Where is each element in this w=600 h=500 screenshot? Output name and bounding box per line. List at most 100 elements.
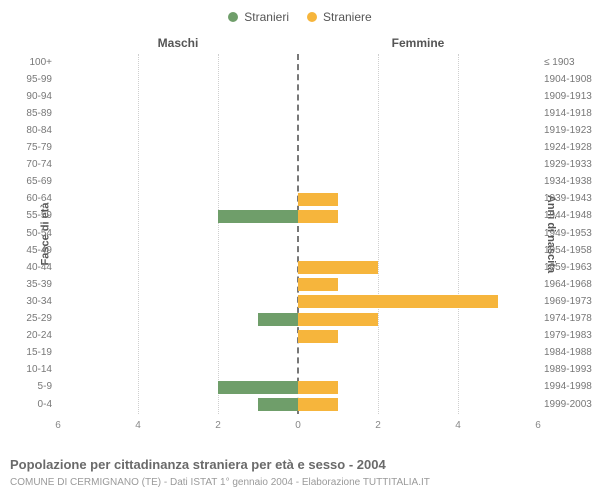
legend-item-female: Straniere <box>307 10 372 24</box>
age-tick: 15-19 <box>26 348 58 358</box>
bar-male <box>258 313 298 326</box>
legend-label: Straniere <box>323 10 372 24</box>
x-tick: 2 <box>215 420 221 431</box>
bar-male <box>218 210 298 223</box>
age-tick: 70-74 <box>26 160 58 170</box>
bar-row <box>298 71 538 88</box>
bar-male <box>258 398 298 411</box>
birth-year-tick: 1909-1913 <box>538 92 592 102</box>
age-tick: 50-54 <box>26 229 58 239</box>
bar-row <box>298 140 538 157</box>
bar-row <box>58 105 298 122</box>
bar-row <box>58 379 298 396</box>
age-tick: 85-89 <box>26 109 58 119</box>
bar-row <box>58 122 298 139</box>
age-tick: 10-14 <box>26 365 58 375</box>
bar-row <box>58 71 298 88</box>
birth-year-tick: 1904-1908 <box>538 75 592 85</box>
bar-row <box>298 362 538 379</box>
birth-year-tick: 1944-1948 <box>538 211 592 221</box>
bar-row <box>298 311 538 328</box>
bar-row <box>58 259 298 276</box>
bar-row <box>298 396 538 413</box>
chart-subtitle: COMUNE DI CERMIGNANO (TE) - Dati ISTAT 1… <box>10 477 430 488</box>
bar-row <box>58 140 298 157</box>
x-tick: 6 <box>55 420 61 431</box>
bar-female <box>298 278 338 291</box>
age-tick: 55-59 <box>26 211 58 221</box>
x-tick: 4 <box>135 420 141 431</box>
bar-row <box>298 88 538 105</box>
age-tick: 95-99 <box>26 75 58 85</box>
birth-year-tick: 1989-1993 <box>538 365 592 375</box>
birth-year-tick: 1999-2003 <box>538 400 592 410</box>
birth-year-tick: 1949-1953 <box>538 229 592 239</box>
bar-female <box>298 295 498 308</box>
x-tick: 0 <box>295 420 301 431</box>
age-tick: 5-9 <box>38 382 58 392</box>
birth-year-tick: 1934-1938 <box>538 177 592 187</box>
age-tick: 80-84 <box>26 126 58 136</box>
bar-row <box>58 396 298 413</box>
column-title-female: Femmine <box>392 36 445 50</box>
age-tick: 100+ <box>29 58 58 68</box>
bar-female <box>298 193 338 206</box>
bar-row <box>298 276 538 293</box>
age-tick: 30-34 <box>26 297 58 307</box>
bar-male <box>218 381 298 394</box>
bar-female <box>298 381 338 394</box>
x-axis: 6 4 2 0 2 4 6 <box>58 418 538 436</box>
bar-row <box>58 88 298 105</box>
bar-row <box>58 345 298 362</box>
birth-year-tick: 1924-1928 <box>538 143 592 153</box>
bar-row <box>58 276 298 293</box>
birth-year-tick: ≤ 1903 <box>538 58 575 68</box>
bar-row <box>298 328 538 345</box>
legend-item-male: Stranieri <box>228 10 289 24</box>
age-tick: 40-44 <box>26 263 58 273</box>
bar-row <box>298 191 538 208</box>
bar-row <box>298 105 538 122</box>
age-tick: 90-94 <box>26 92 58 102</box>
age-tick: 45-49 <box>26 246 58 256</box>
bar-row <box>298 242 538 259</box>
bar-female <box>298 398 338 411</box>
birth-year-tick: 1939-1943 <box>538 194 592 204</box>
legend: Stranieri Straniere <box>0 0 600 24</box>
bar-row <box>58 54 298 71</box>
birth-year-tick: 1994-1998 <box>538 382 592 392</box>
age-tick: 0-4 <box>38 400 58 410</box>
bar-row <box>298 259 538 276</box>
birth-year-tick: 1984-1988 <box>538 348 592 358</box>
bar-row <box>298 225 538 242</box>
bar-female <box>298 330 338 343</box>
bar-female <box>298 210 338 223</box>
birth-year-tick: 1919-1923 <box>538 126 592 136</box>
bar-row <box>298 174 538 191</box>
bar-row <box>58 328 298 345</box>
bar-female <box>298 261 378 274</box>
legend-label: Stranieri <box>244 10 289 24</box>
bar-row <box>298 345 538 362</box>
birth-year-tick: 1969-1973 <box>538 297 592 307</box>
bar-row <box>58 208 298 225</box>
birth-year-tick: 1929-1933 <box>538 160 592 170</box>
bar-row <box>58 362 298 379</box>
birth-year-tick: 1959-1963 <box>538 263 592 273</box>
bar-row <box>58 225 298 242</box>
bar-row <box>58 191 298 208</box>
bar-row <box>298 122 538 139</box>
x-tick: 6 <box>535 420 541 431</box>
age-tick: 60-64 <box>26 194 58 204</box>
age-tick: 20-24 <box>26 331 58 341</box>
bar-row <box>58 157 298 174</box>
bar-row <box>298 379 538 396</box>
circle-icon <box>307 12 317 22</box>
x-tick: 4 <box>455 420 461 431</box>
bar-row <box>58 311 298 328</box>
age-tick: 25-29 <box>26 314 58 324</box>
age-tick: 35-39 <box>26 280 58 290</box>
birth-year-tick: 1979-1983 <box>538 331 592 341</box>
bar-female <box>298 313 378 326</box>
x-tick: 2 <box>375 420 381 431</box>
